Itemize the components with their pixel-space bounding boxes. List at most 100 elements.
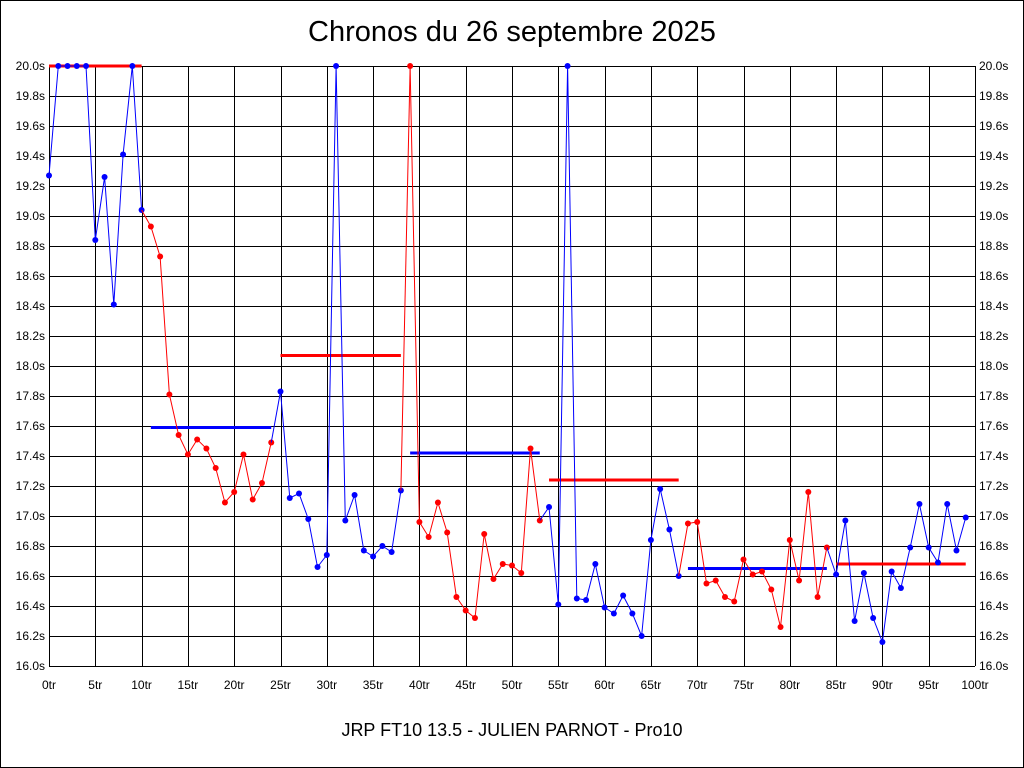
data-point	[258, 480, 265, 486]
data-point	[786, 537, 793, 543]
data-point	[147, 223, 154, 230]
data-point	[647, 537, 654, 543]
x-tick-label: 0tr	[42, 678, 56, 692]
data-point	[184, 451, 191, 458]
y-tick-label-right: 16.6s	[979, 569, 1008, 583]
data-point	[583, 597, 590, 603]
x-tick-label: 90tr	[872, 678, 893, 692]
x-tick-label: 40tr	[409, 678, 430, 692]
x-tick-label: 80tr	[779, 678, 800, 692]
y-tick-label-left: 20.0s	[16, 59, 45, 73]
data-point	[573, 595, 580, 602]
series-connector	[400, 65, 411, 491]
y-tick-label-right: 17.2s	[979, 479, 1008, 493]
data-point	[796, 577, 803, 584]
data-point	[73, 63, 80, 69]
data-point	[888, 568, 895, 575]
y-tick-label-left: 19.6s	[16, 119, 45, 133]
data-point	[777, 624, 784, 630]
data-point	[286, 495, 293, 501]
y-tick-label-right: 19.4s	[979, 149, 1008, 163]
data-point	[129, 63, 136, 69]
data-point	[907, 544, 914, 551]
data-point	[175, 432, 182, 438]
y-tick-label-right: 18.6s	[979, 269, 1008, 283]
data-point	[444, 529, 451, 536]
y-tick-label-right: 18.4s	[979, 299, 1008, 313]
data-point	[564, 63, 571, 69]
data-point	[471, 615, 478, 621]
data-point	[481, 531, 488, 537]
x-tick-label: 15tr	[178, 678, 199, 692]
data-point	[166, 391, 173, 398]
data-point	[231, 489, 238, 495]
data-point	[870, 615, 877, 621]
data-point	[684, 520, 691, 527]
data-point	[212, 465, 219, 471]
data-point	[953, 547, 960, 554]
data-point	[638, 633, 645, 639]
y-tick-label-right: 19.2s	[979, 179, 1008, 193]
x-tick-label: 55tr	[548, 678, 569, 692]
y-tick-label-right: 19.6s	[979, 119, 1008, 133]
average-lines	[49, 64, 966, 570]
data-point	[157, 253, 164, 260]
data-point	[277, 388, 284, 395]
y-tick-label-right: 18.2s	[979, 329, 1008, 343]
x-tick-label: 25tr	[270, 678, 291, 692]
x-tick-label: 35tr	[363, 678, 384, 692]
data-point	[731, 598, 738, 605]
y-tick-label-left: 18.2s	[16, 329, 45, 343]
data-point	[842, 517, 849, 524]
data-point	[453, 594, 460, 600]
x-tick-label: 100tr	[961, 678, 988, 692]
data-point	[83, 63, 90, 69]
y-tick-label-left: 16.8s	[16, 539, 45, 553]
data-point	[499, 561, 506, 567]
data-point	[546, 504, 553, 510]
data-point	[296, 490, 303, 497]
data-point	[509, 562, 515, 569]
x-tick-label: 70tr	[687, 678, 708, 692]
x-tick-label: 5tr	[88, 678, 102, 692]
y-tick-label-left: 16.6s	[16, 569, 45, 583]
y-tick-label-left: 18.0s	[16, 359, 45, 373]
y-tick-label-left: 16.0s	[16, 659, 45, 673]
series-connector	[826, 547, 837, 575]
data-point	[666, 526, 673, 533]
data-point	[833, 571, 840, 578]
x-tick-label: 10tr	[131, 678, 152, 692]
data-point	[92, 237, 99, 243]
y-tick-label-right: 17.0s	[979, 509, 1008, 523]
chart-title: Chronos du 26 septembre 2025	[308, 16, 716, 48]
data-point	[342, 517, 349, 524]
data-point	[305, 516, 312, 522]
data-point	[434, 499, 441, 506]
y-tick-label-left: 19.0s	[16, 209, 45, 223]
data-point	[879, 639, 886, 645]
y-tick-label-left: 19.2s	[16, 179, 45, 193]
x-tick-label: 65tr	[641, 678, 662, 692]
data-point	[629, 610, 636, 617]
data-point	[759, 568, 766, 575]
data-point	[379, 543, 386, 549]
data-point	[351, 492, 358, 498]
y-tick-label-left: 17.6s	[16, 419, 45, 433]
data-point	[749, 571, 756, 578]
y-tick-label-right: 16.4s	[979, 599, 1008, 613]
data-point	[46, 172, 52, 179]
data-point	[740, 556, 747, 563]
x-tick-label: 50tr	[502, 678, 523, 692]
axis-ticks: 0tr 5tr 10tr 15tr 20tr 25tr 30tr 35tr 40tr 45tr 50…	[16, 59, 1009, 692]
data-point	[934, 559, 941, 566]
y-tick-label-right: 16.8s	[979, 539, 1008, 553]
data-point	[610, 610, 617, 617]
y-tick-label-right: 18.0s	[979, 359, 1008, 373]
y-tick-label-left: 17.4s	[16, 449, 45, 463]
data-point	[388, 549, 395, 555]
data-point	[851, 618, 858, 624]
data-point	[194, 436, 201, 443]
data-point	[620, 592, 627, 599]
y-tick-label-left: 16.4s	[16, 599, 45, 613]
